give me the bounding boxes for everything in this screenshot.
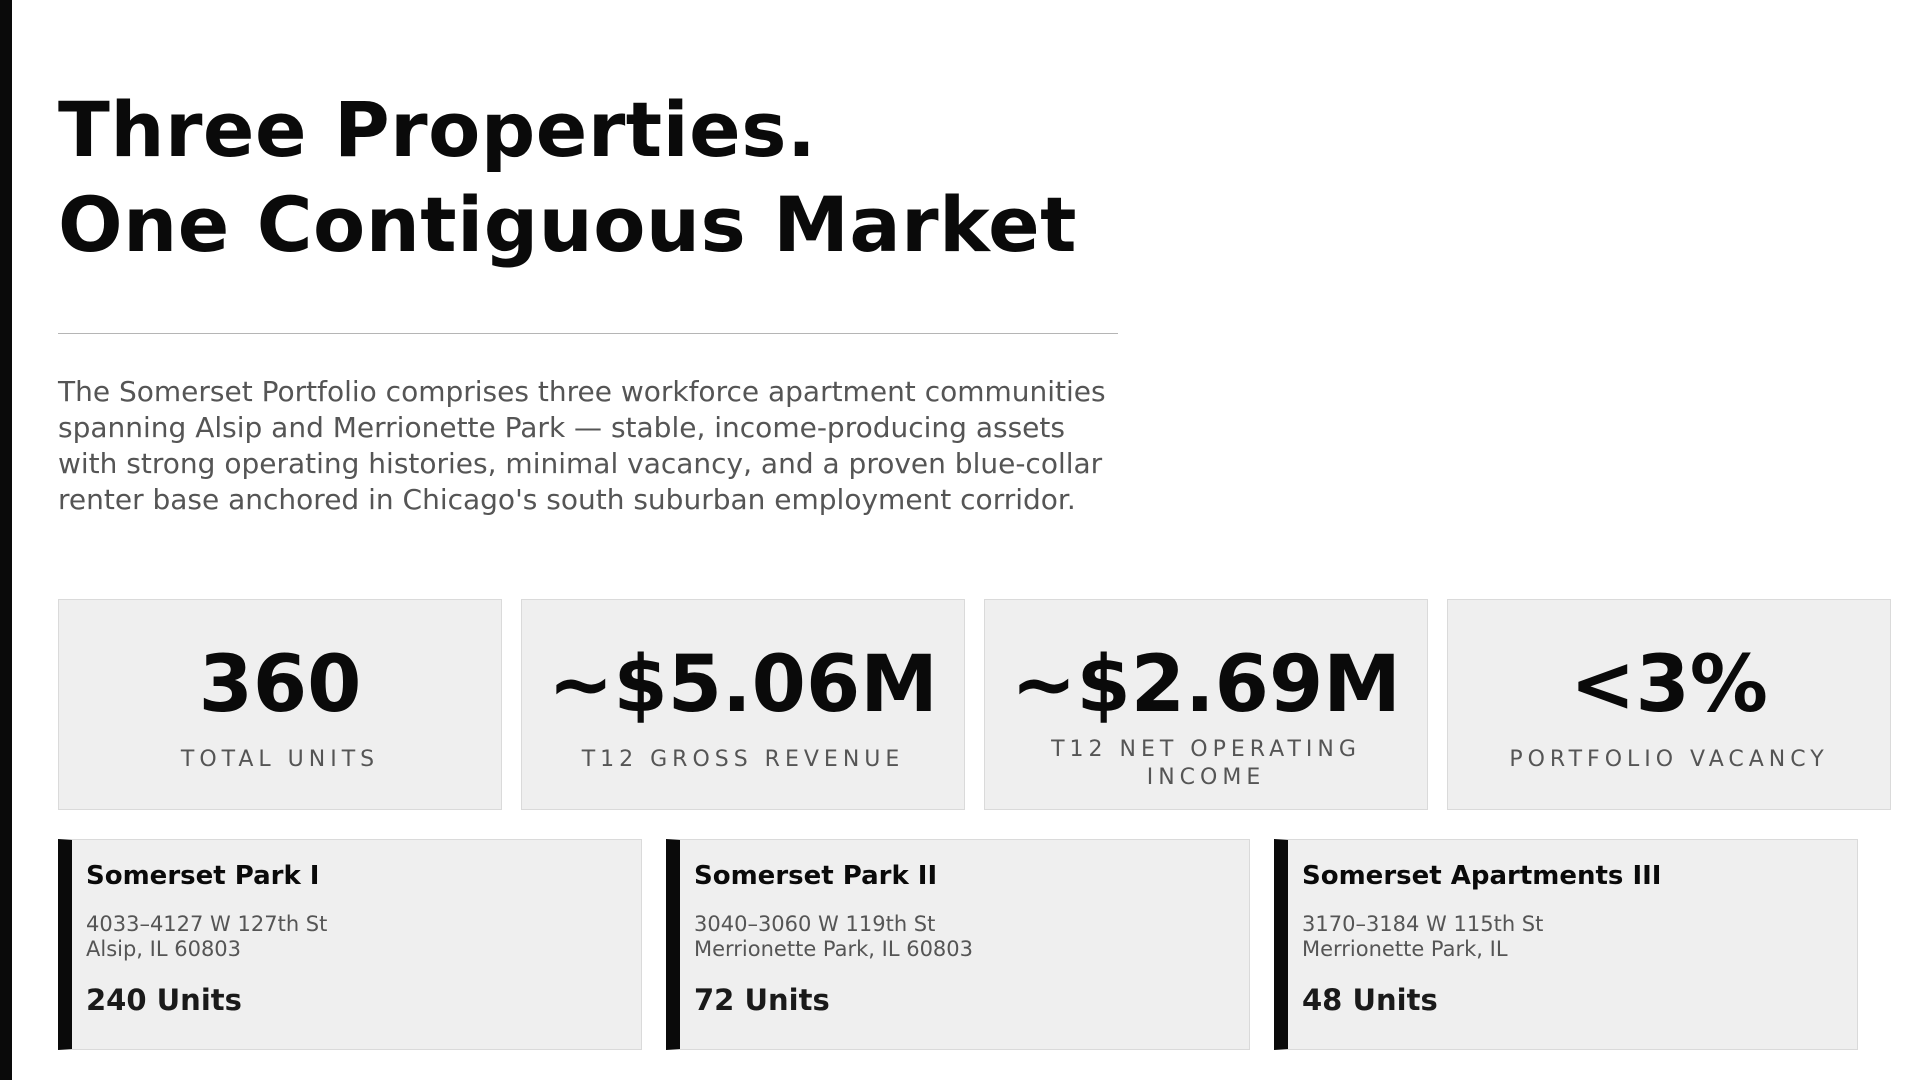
address-line-1: 3170–3184 W 115th St <box>1302 912 1544 936</box>
stat-label: TOTAL UNITS <box>180 747 380 772</box>
property-name: Somerset Park II <box>694 861 938 891</box>
address-line-2: Alsip, IL 60803 <box>86 937 242 961</box>
stat-value: ~$5.06M <box>548 640 938 730</box>
property-name: Somerset Park I <box>86 861 320 891</box>
stat-net-operating-income: ~$2.69M T12 NET OPERATING INCOME <box>984 599 1428 810</box>
title-line-1: Three Properties. <box>58 85 817 174</box>
stats-row: 360 TOTAL UNITS ~$5.06M T12 GROSS REVENU… <box>58 599 1891 810</box>
properties-row: Somerset Park I 4033–4127 W 127th St Als… <box>58 839 1858 1050</box>
stat-value: <3% <box>1570 640 1768 730</box>
page-title: Three Properties. One Contiguous Market <box>58 82 1077 272</box>
property-address: 4033–4127 W 127th St Alsip, IL 60803 <box>86 912 641 962</box>
address-line-1: 3040–3060 W 119th St <box>694 912 936 936</box>
divider <box>58 333 1118 334</box>
stat-value: 360 <box>198 640 362 730</box>
stat-value: ~$2.69M <box>1011 640 1401 730</box>
intro-paragraph: The Somerset Portfolio comprises three w… <box>58 375 1106 516</box>
property-card: Somerset Apartments III 3170–3184 W 115t… <box>1274 839 1858 1050</box>
title-line-2: One Contiguous Market <box>58 180 1077 269</box>
property-name: Somerset Apartments III <box>1302 861 1662 891</box>
stat-label: T12 NET OPERATING INCOME <box>1051 737 1361 790</box>
stat-label: PORTFOLIO VACANCY <box>1509 747 1829 772</box>
property-units: 72 Units <box>694 983 830 1017</box>
address-line-2: Merrionette Park, IL <box>1302 937 1508 961</box>
address-line-1: 4033–4127 W 127th St <box>86 912 328 936</box>
left-accent-bar <box>0 0 12 1080</box>
property-address: 3040–3060 W 119th St Merrionette Park, I… <box>694 912 1249 962</box>
stat-portfolio-vacancy: <3% PORTFOLIO VACANCY <box>1447 599 1891 810</box>
property-units: 48 Units <box>1302 983 1438 1017</box>
address-line-2: Merrionette Park, IL 60803 <box>694 937 974 961</box>
property-units: 240 Units <box>86 983 242 1017</box>
property-card: Somerset Park I 4033–4127 W 127th St Als… <box>58 839 642 1050</box>
property-address: 3170–3184 W 115th St Merrionette Park, I… <box>1302 912 1857 962</box>
stat-total-units: 360 TOTAL UNITS <box>58 599 502 810</box>
property-card: Somerset Park II 3040–3060 W 119th St Me… <box>666 839 1250 1050</box>
stat-gross-revenue: ~$5.06M T12 GROSS REVENUE <box>521 599 965 810</box>
stat-label: T12 GROSS REVENUE <box>581 747 905 772</box>
